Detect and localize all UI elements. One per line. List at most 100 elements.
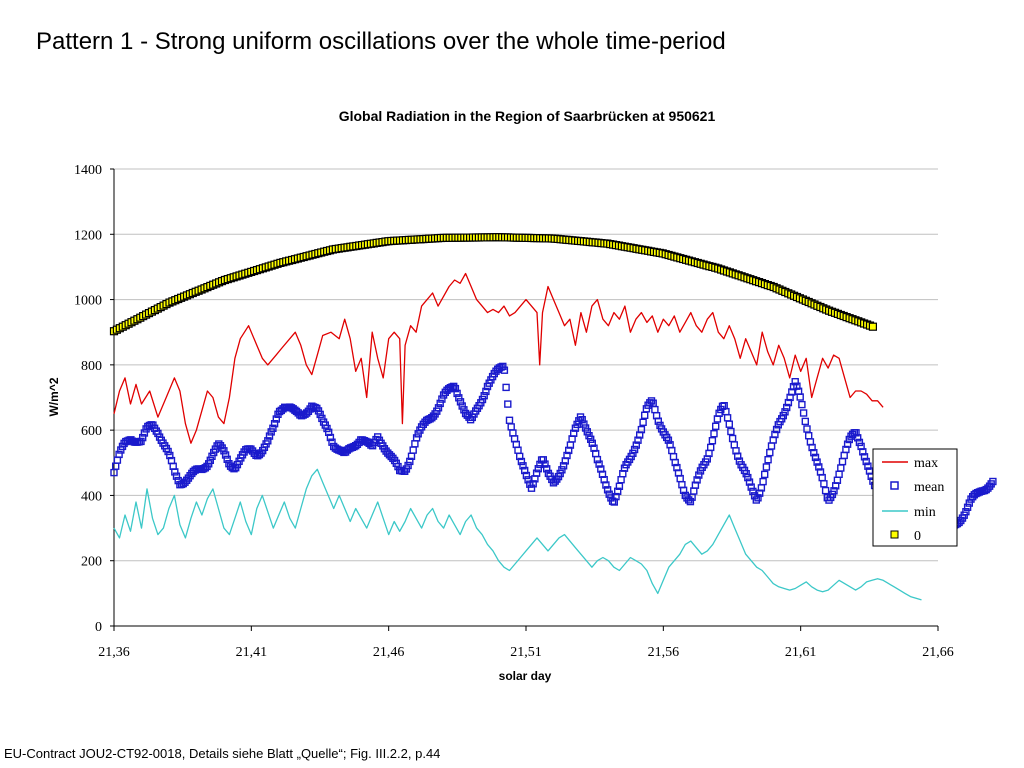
series-mean-marker [138, 433, 147, 442]
series-mean-marker [223, 455, 231, 463]
series-mean-marker [762, 463, 771, 471]
series-mean-marker [221, 451, 230, 459]
series-mean-marker [799, 409, 808, 417]
series-mean-marker [270, 420, 279, 428]
series-mean-marker [166, 451, 174, 460]
series-mean-marker [171, 468, 179, 476]
y-tick-label: 1200 [74, 228, 102, 243]
series-mean-marker [482, 387, 490, 396]
series-mean-marker [747, 483, 755, 491]
series-mean-marker [456, 398, 465, 406]
series-mean-marker [744, 473, 752, 482]
series-mean-marker [695, 471, 703, 479]
series-mean-marker [637, 425, 646, 434]
series-mean-marker [630, 445, 639, 454]
series-mean-marker [864, 462, 872, 470]
slide-title: Pattern 1 - Strong uniform oscillations … [36, 28, 726, 55]
series-mean-marker [781, 408, 789, 416]
series-mean-marker [583, 428, 591, 436]
series-mean-marker [686, 497, 695, 506]
series-mean-marker [325, 428, 333, 436]
series-mean-marker [154, 429, 162, 438]
series-mean-marker [654, 417, 662, 425]
series-mean-marker [505, 416, 514, 424]
series-mean-marker [559, 462, 568, 470]
legend-zero-swatch [890, 530, 899, 539]
series-mean-marker [808, 443, 816, 452]
series-mean-marker [963, 503, 972, 511]
series-mean-marker [671, 458, 679, 467]
series-mean-marker [614, 487, 622, 495]
chart-title: Global Radiation in the Region of Saarbr… [339, 108, 716, 124]
series-mean-marker [710, 430, 718, 438]
series-mean-marker [593, 455, 602, 464]
series-mean-marker [502, 383, 510, 392]
series-mean-marker [323, 424, 331, 433]
series-mean-marker [810, 449, 818, 457]
x-axis-title: solar day [499, 669, 552, 683]
series-mean-marker [852, 429, 860, 437]
series-mean-marker [556, 469, 564, 478]
series-mean-marker [504, 400, 512, 408]
series-mean-marker [541, 460, 549, 468]
series-mean-marker [522, 471, 531, 480]
series-mean-marker [796, 393, 804, 401]
y-tick-label: 1400 [74, 163, 102, 178]
series-mean-marker [754, 494, 762, 502]
legend-label-max: max [914, 456, 938, 471]
series-mean-marker [707, 443, 715, 452]
series-mean-marker [813, 458, 821, 466]
source-footnote: EU-Contract JOU2-CT92-0018, Details sieh… [4, 746, 441, 761]
series-mean-marker [571, 424, 580, 432]
series-mean-marker [499, 362, 507, 371]
legend-label-zero: 0 [914, 529, 921, 544]
series-mean-marker [529, 480, 537, 488]
gridlines [114, 168, 938, 562]
series-mean-marker [840, 451, 848, 460]
series-mean-marker [478, 395, 487, 404]
series-mean-marker [455, 394, 463, 402]
series-mean-marker [406, 457, 414, 466]
series-mean-marker [480, 392, 488, 400]
series-mean-marker [835, 470, 843, 478]
series-mean-marker [759, 477, 767, 486]
series-mean-marker [723, 414, 732, 422]
series-mean-marker [115, 450, 123, 459]
series-max-line [113, 272, 884, 444]
series-mean-marker [265, 432, 274, 440]
series-mean-marker [962, 508, 970, 516]
series-mean-marker [862, 457, 870, 466]
series-mean-marker [842, 445, 850, 454]
series-mean-marker [595, 460, 603, 468]
series-mean-marker [629, 449, 637, 457]
series-mean-marker [779, 411, 787, 420]
series-mean-marker [172, 472, 181, 480]
series-mean-marker [326, 433, 335, 442]
series-mean-marker [507, 423, 515, 431]
series-mean-marker [788, 388, 796, 396]
legend: max mean min 0 [872, 448, 958, 547]
series-mean-marker [651, 405, 659, 414]
x-tick-label: 21,56 [648, 645, 680, 660]
series-mean-marker [791, 378, 799, 386]
series-mean-marker [989, 477, 997, 486]
series-mean-marker [411, 440, 419, 448]
series-mean-marker [815, 463, 823, 471]
series-mean-marker [725, 420, 733, 428]
series-mean-marker [793, 382, 801, 390]
series-mean-marker [521, 466, 529, 475]
series-mean-marker [436, 399, 444, 408]
series-mean-marker [516, 452, 524, 461]
series-mean-marker [767, 442, 776, 450]
series-mean-marker [715, 409, 723, 417]
y-tick-label: 400 [81, 489, 102, 504]
series-mean-marker [693, 476, 701, 484]
series-mean-marker [965, 499, 973, 507]
series-mean-marker [581, 424, 590, 432]
series-mean-marker [519, 462, 527, 470]
series-min-line [113, 468, 922, 601]
series-mean-marker [264, 437, 272, 445]
series-mean-marker [563, 451, 571, 460]
series-mean-marker [137, 437, 145, 446]
series-mean-marker [524, 476, 532, 484]
